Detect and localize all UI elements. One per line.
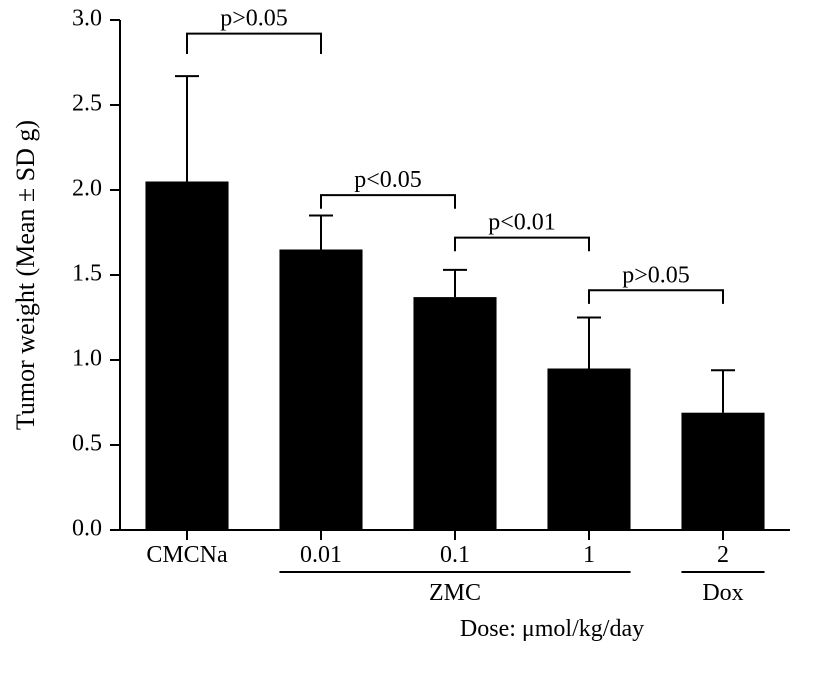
- bar-2: [413, 297, 496, 530]
- bar-chart: 0.0 0.5 1.0 1.5 2.0 2.5 3.0 Tumor weight (Mean …: [0, 0, 838, 684]
- x-tick-label-1: 0.01: [300, 542, 342, 568]
- bar-0: [145, 182, 228, 531]
- bar-4: [681, 413, 764, 530]
- x-tick-label-0: CMCNa: [146, 542, 228, 568]
- y-tick-label: 3.0: [72, 6, 102, 32]
- y-tick-label: 1.5: [72, 261, 102, 287]
- x-tick-label-2: 0.1: [440, 542, 470, 568]
- comparison-label-2: p<0.01: [488, 210, 556, 236]
- bar-3: [547, 369, 630, 531]
- x-tick-label-3: 1: [583, 542, 595, 568]
- y-tick-label: 2.0: [72, 176, 102, 202]
- comparison-label-1: p<0.05: [354, 167, 422, 193]
- y-tick-label: 0.5: [72, 431, 102, 457]
- bar-1: [279, 250, 362, 531]
- comparison-bracket-2: [455, 238, 589, 252]
- group-label-dox: Dox: [702, 580, 743, 606]
- comparison-label-0: p>0.05: [220, 6, 288, 32]
- comparison-bracket-0: [187, 34, 321, 54]
- dose-title: Dose: μmol/kg/day: [460, 616, 644, 642]
- y-tick-label: 0.0: [72, 516, 102, 542]
- y-axis-title: Tumor weight (Mean ± SD g): [11, 120, 40, 430]
- x-tick-label-4: 2: [717, 542, 729, 568]
- group-label-zmc: ZMC: [429, 580, 481, 606]
- comparison-label-3: p>0.05: [622, 262, 690, 288]
- y-tick-label: 2.5: [72, 91, 102, 117]
- comparison-bracket-1: [321, 195, 455, 209]
- y-tick-label: 1.0: [72, 346, 102, 372]
- comparison-bracket-3: [589, 290, 723, 304]
- chart-container: 0.0 0.5 1.0 1.5 2.0 2.5 3.0 Tumor weight (Mean …: [0, 0, 838, 684]
